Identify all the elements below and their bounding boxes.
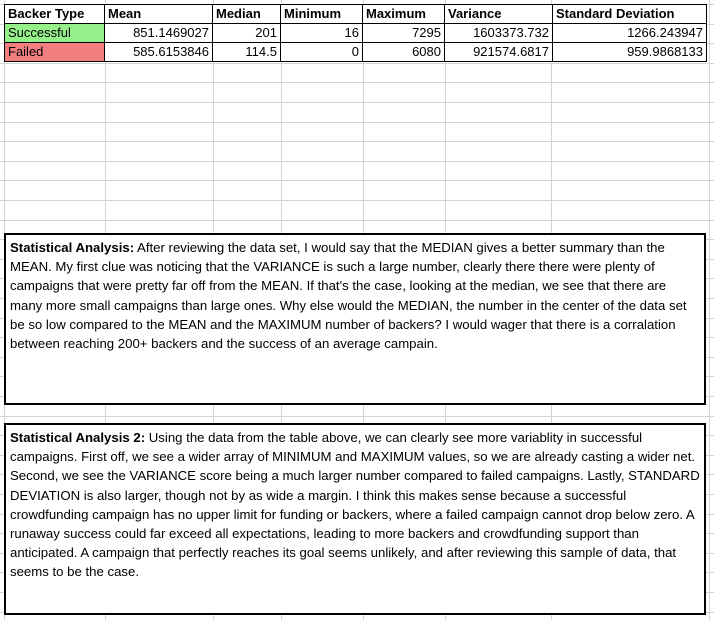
header-maximum[interactable]: Maximum: [362, 4, 445, 24]
statistical-analysis-textbox[interactable]: Statistical Analysis: After reviewing th…: [4, 233, 706, 405]
cell-standard-deviation[interactable]: 1266.243947: [552, 23, 707, 43]
header-minimum[interactable]: Minimum: [280, 4, 363, 24]
header-backer-type[interactable]: Backer Type: [4, 4, 105, 24]
cell-median[interactable]: 114.5: [212, 42, 281, 62]
grid-row-line: [0, 82, 714, 83]
grid-row-line: [0, 122, 714, 123]
grid-row-line: [0, 161, 714, 162]
header-variance[interactable]: Variance: [444, 4, 553, 24]
table-row: Successful 851.1469027 201 16 7295 16033…: [4, 23, 707, 43]
cell-backer-type-successful[interactable]: Successful: [4, 23, 105, 43]
grid-row-line: [0, 63, 714, 64]
statistical-analysis-2-textbox[interactable]: Statistical Analysis 2: Using the data f…: [4, 423, 706, 615]
grid-row-line: [0, 102, 714, 103]
cell-standard-deviation[interactable]: 959.9868133: [552, 42, 707, 62]
header-standard-deviation[interactable]: Standard Deviation: [552, 4, 707, 24]
grid-row-line: [0, 141, 714, 142]
cell-minimum[interactable]: 0: [280, 42, 363, 62]
cell-maximum[interactable]: 6080: [362, 42, 445, 62]
analysis-2-body: Using the data from the table above, we …: [10, 430, 700, 580]
cell-median[interactable]: 201: [212, 23, 281, 43]
header-median[interactable]: Median: [212, 4, 281, 24]
cell-variance[interactable]: 1603373.732: [444, 23, 553, 43]
cell-backer-type-failed[interactable]: Failed: [4, 42, 105, 62]
grid-column-line: [709, 0, 710, 620]
table-row: Failed 585.6153846 114.5 0 6080 921574.6…: [4, 42, 707, 62]
cell-variance[interactable]: 921574.6817: [444, 42, 553, 62]
table-header-row: Backer Type Mean Median Minimum Maximum …: [4, 4, 707, 24]
backer-stats-table: Backer Type Mean Median Minimum Maximum …: [4, 4, 707, 62]
header-mean[interactable]: Mean: [104, 4, 213, 24]
cell-minimum[interactable]: 16: [280, 23, 363, 43]
grid-row-line: [0, 416, 714, 417]
grid-row-line: [0, 200, 714, 201]
grid-row-line: [0, 220, 714, 221]
analysis-heading: Statistical Analysis:: [10, 240, 135, 255]
cell-mean[interactable]: 585.6153846: [104, 42, 213, 62]
cell-mean[interactable]: 851.1469027: [104, 23, 213, 43]
analysis-2-heading: Statistical Analysis 2:: [10, 430, 146, 445]
grid-row-line: [0, 180, 714, 181]
analysis-body: After reviewing the data set, I would sa…: [10, 240, 687, 352]
cell-maximum[interactable]: 7295: [362, 23, 445, 43]
